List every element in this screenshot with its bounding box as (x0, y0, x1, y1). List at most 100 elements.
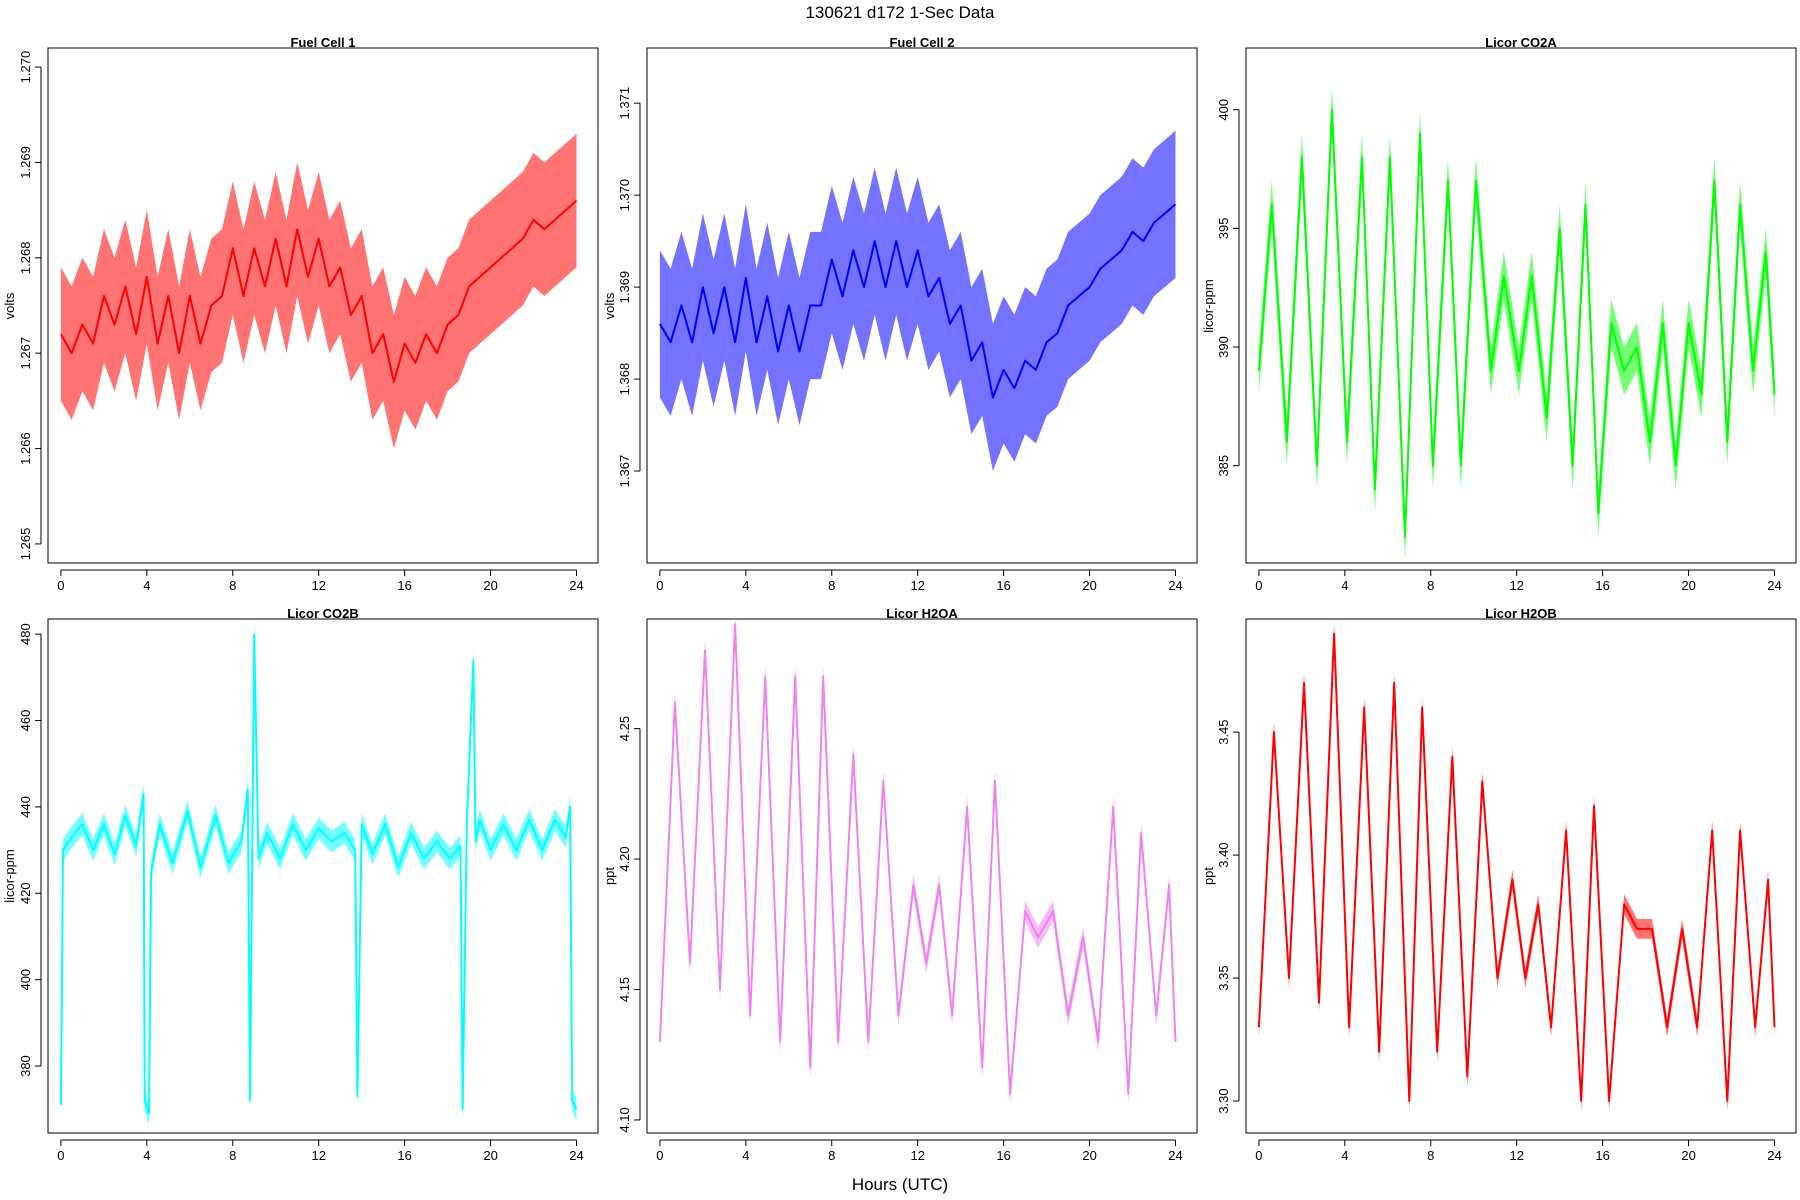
y-tick-label: 440 (18, 796, 33, 818)
x-tick-label: 24 (1767, 578, 1781, 593)
figure-xlabel: Hours (UTC) (852, 1175, 948, 1194)
plot-frame (47, 47, 599, 564)
y-axis-label: licor-ppm (2, 849, 17, 902)
panel-fuel-cell-2: Fuel Cell 2 volts 0 4 8 12 16 20 24 1.367 1.368 1… (602, 35, 1198, 593)
x-tick-label: 16 (996, 578, 1010, 593)
plot-area: 0 4 8 12 16 20 24 380 400 420 440 460 480 (18, 618, 599, 1163)
x-tick-label: 16 (996, 1148, 1010, 1163)
panel-title: Fuel Cell 1 (290, 35, 355, 50)
x-tick-label: 4 (1341, 1148, 1348, 1163)
y-tick-label: 1.266 (18, 432, 33, 465)
x-tick-label: 24 (569, 578, 583, 593)
series-noise-band (1258, 86, 1775, 561)
panel-licor-h2oa: Licor H2OA ppt 0 4 8 12 16 20 24 4.10 4.15 4.20 4.… (602, 606, 1198, 1163)
y-tick-label: 1.265 (18, 528, 33, 561)
panel-licor-co2b: Licor CO2B licor-ppm 0 4 8 12 16 20 24 380 400 42… (2, 606, 599, 1163)
x-tick-label: 0 (57, 1148, 64, 1163)
y-tick-label: 385 (1216, 455, 1231, 477)
x-tick-label: 4 (143, 578, 150, 593)
y-tick-label: 4.25 (617, 716, 632, 741)
panel-title: Licor CO2A (1485, 35, 1557, 50)
series-line (60, 199, 578, 383)
x-tick-label: 0 (656, 1148, 663, 1163)
series-noise-band (60, 623, 577, 1125)
y-axis-label: volts (602, 292, 617, 319)
series-line (1257, 632, 1776, 1102)
y-tick-label: 1.370 (617, 179, 632, 212)
plot-frame (47, 618, 599, 1134)
y-axis-label: volts (2, 292, 17, 319)
x-tick-label: 12 (1509, 578, 1523, 593)
x-tick-label: 0 (57, 578, 64, 593)
panel-title: Licor H2OA (886, 606, 958, 621)
x-tick-label: 20 (483, 578, 497, 593)
x-tick-label: 8 (229, 578, 236, 593)
y-tick-label: 4.20 (617, 846, 632, 871)
x-tick-label: 20 (1082, 1148, 1096, 1163)
y-tick-label: 3.30 (1216, 1088, 1231, 1113)
x-tick-label: 24 (569, 1148, 583, 1163)
plot-area: 0 4 8 12 16 20 24 4.10 4.15 4.20 4.25 (617, 613, 1198, 1163)
y-tick-label: 1.371 (617, 87, 632, 120)
x-tick-label: 12 (311, 1148, 325, 1163)
y-tick-label: 480 (18, 623, 33, 645)
series-line (658, 623, 1177, 1095)
y-axis-label: ppt (602, 867, 617, 885)
x-tick-label: 16 (397, 578, 411, 593)
panel-title: Licor CO2B (287, 606, 359, 621)
panel-title: Licor H2OB (1485, 606, 1557, 621)
plot-frame (646, 47, 1198, 564)
x-tick-label: 8 (1427, 1148, 1434, 1163)
x-tick-label: 24 (1767, 1148, 1781, 1163)
plot-area: 0 4 8 12 16 20 24 385 390 395 400 (1216, 47, 1797, 593)
x-tick-label: 20 (1681, 578, 1695, 593)
y-tick-label: 1.269 (18, 146, 33, 179)
y-axis-label: licor-ppm (1201, 279, 1216, 332)
x-tick-label: 20 (1681, 1148, 1695, 1163)
y-tick-label: 3.45 (1216, 719, 1231, 744)
y-tick-label: 4.10 (617, 1107, 632, 1132)
x-tick-label: 12 (910, 1148, 924, 1163)
x-tick-label: 16 (1595, 1148, 1609, 1163)
y-tick-label: 400 (18, 969, 33, 991)
panel-licor-h2ob: Licor H2OB ppt 0 4 8 12 16 20 24 3.30 3.35 3.40 3.… (1201, 606, 1797, 1163)
x-tick-label: 24 (1168, 578, 1182, 593)
x-tick-label: 16 (1595, 578, 1609, 593)
y-tick-label: 1.267 (18, 337, 33, 370)
x-tick-label: 4 (742, 578, 749, 593)
plot-frame (1245, 47, 1797, 564)
y-tick-label: 395 (1216, 218, 1231, 240)
x-tick-label: 4 (742, 1148, 749, 1163)
x-tick-label: 20 (483, 1148, 497, 1163)
x-tick-label: 20 (1082, 578, 1096, 593)
plot-area: 0 4 8 12 16 20 24 3.30 3.35 3.40 3.45 (1216, 618, 1797, 1163)
x-tick-label: 12 (1509, 1148, 1523, 1163)
series-line (1257, 108, 1776, 538)
x-tick-label: 24 (1168, 1148, 1182, 1163)
y-axis-label: ppt (1201, 867, 1216, 885)
x-tick-label: 0 (656, 578, 663, 593)
plot-frame (646, 618, 1198, 1134)
y-tick-label: 400 (1216, 99, 1231, 121)
x-tick-label: 8 (828, 578, 835, 593)
y-tick-label: 420 (18, 882, 33, 904)
x-tick-label: 0 (1255, 578, 1262, 593)
y-tick-label: 1.367 (617, 455, 632, 488)
series-line (659, 203, 1177, 399)
y-tick-label: 1.368 (617, 363, 632, 396)
x-tick-label: 8 (828, 1148, 835, 1163)
y-tick-label: 390 (1216, 336, 1231, 358)
y-tick-label: 1.369 (617, 271, 632, 304)
plot-area: 0 4 8 12 16 20 24 1.265 1.266 1.267 1.268 1.269 1.27… (18, 47, 599, 593)
x-tick-label: 16 (397, 1148, 411, 1163)
series-noise-band (60, 133, 577, 449)
series-line (59, 633, 578, 1115)
y-tick-label: 1.268 (18, 242, 33, 275)
plot-area: 0 4 8 12 16 20 24 1.367 1.368 1.369 1.370 1.371 (617, 47, 1198, 593)
y-tick-label: 3.40 (1216, 842, 1231, 867)
figure-suptitle: 130621 d172 1-Sec Data (805, 3, 995, 22)
x-tick-label: 4 (143, 1148, 150, 1163)
y-tick-label: 1.270 (18, 51, 33, 84)
